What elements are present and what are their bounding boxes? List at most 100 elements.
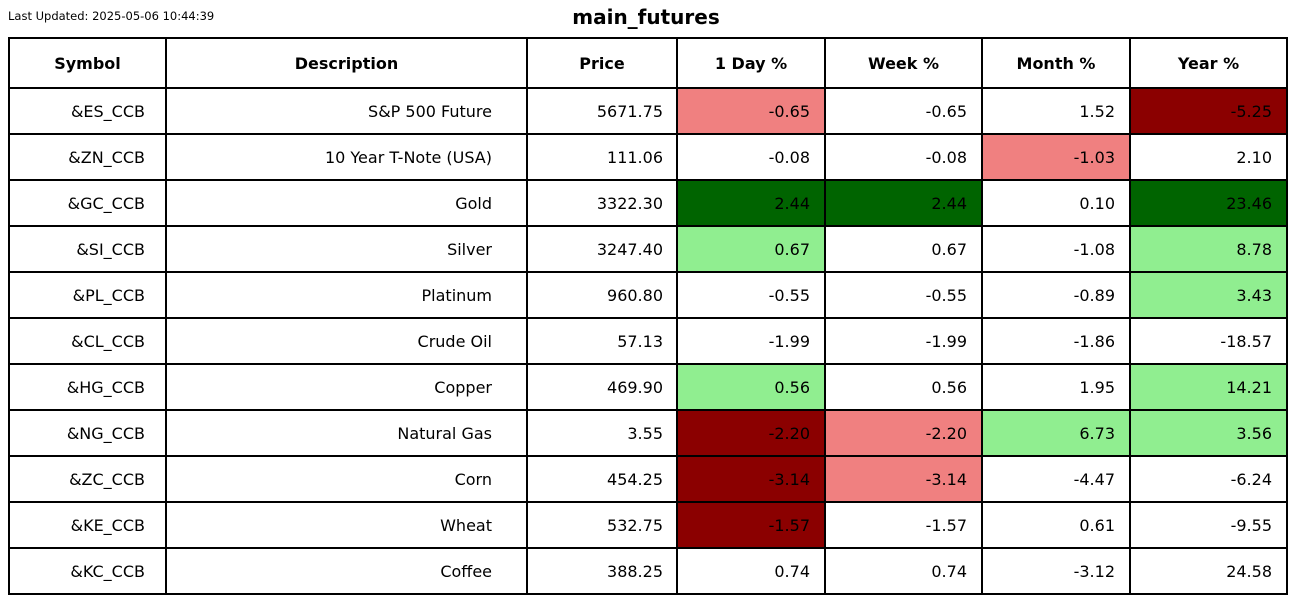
cell-price: 469.90 (527, 364, 677, 410)
cell-description: Coffee (166, 548, 527, 594)
cell-week-pct: -1.57 (825, 502, 982, 548)
table-row: &HG_CCB Copper 469.90 0.56 0.56 1.95 14.21 (9, 364, 1287, 410)
cell-year-pct: -9.55 (1130, 502, 1287, 548)
last-updated-timestamp: Last Updated: 2025-05-06 10:44:39 (8, 9, 215, 23)
table-header: Symbol Description Price 1 Day % Week % … (9, 38, 1287, 88)
cell-symbol: &CL_CCB (9, 318, 166, 364)
cell-description: Wheat (166, 502, 527, 548)
cell-week-pct: 0.74 (825, 548, 982, 594)
cell-symbol: &SI_CCB (9, 226, 166, 272)
column-header-week-pct: Week % (825, 38, 982, 88)
cell-description: 10 Year T-Note (USA) (166, 134, 527, 180)
cell-week-pct: -0.08 (825, 134, 982, 180)
cell-year-pct: 3.43 (1130, 272, 1287, 318)
futures-table-body: &ES_CCB S&P 500 Future 5671.75 -0.65 -0.65 1.… (9, 88, 1287, 594)
cell-day-pct: -0.55 (677, 272, 825, 318)
table-row: &PL_CCB Platinum 960.80 -0.55 -0.55 -0.89 3.43 (9, 272, 1287, 318)
cell-price: 3247.40 (527, 226, 677, 272)
cell-month-pct: 0.10 (982, 180, 1130, 226)
cell-symbol: &ZN_CCB (9, 134, 166, 180)
cell-week-pct: -3.14 (825, 456, 982, 502)
cell-day-pct: -1.57 (677, 502, 825, 548)
cell-year-pct: 24.58 (1130, 548, 1287, 594)
cell-month-pct: -4.47 (982, 456, 1130, 502)
cell-month-pct: -1.86 (982, 318, 1130, 364)
cell-day-pct: -3.14 (677, 456, 825, 502)
cell-week-pct: -0.65 (825, 88, 982, 134)
cell-year-pct: -5.25 (1130, 88, 1287, 134)
cell-day-pct: -0.65 (677, 88, 825, 134)
cell-year-pct: 8.78 (1130, 226, 1287, 272)
column-header-year-pct: Year % (1130, 38, 1287, 88)
cell-symbol: &NG_CCB (9, 410, 166, 456)
cell-symbol: &ZC_CCB (9, 456, 166, 502)
cell-month-pct: -1.08 (982, 226, 1130, 272)
cell-symbol: &GC_CCB (9, 180, 166, 226)
cell-month-pct: 0.61 (982, 502, 1130, 548)
column-header-description: Description (166, 38, 527, 88)
table-row: &ZC_CCB Corn 454.25 -3.14 -3.14 -4.47 -6.24 (9, 456, 1287, 502)
cell-symbol: &HG_CCB (9, 364, 166, 410)
cell-week-pct: 0.67 (825, 226, 982, 272)
table-row: &ZN_CCB 10 Year T-Note (USA) 111.06 -0.08 -0… (9, 134, 1287, 180)
table-row: &NG_CCB Natural Gas 3.55 -2.20 -2.20 6.73 3.56 (9, 410, 1287, 456)
column-header-month-pct: Month % (982, 38, 1130, 88)
cell-year-pct: 14.21 (1130, 364, 1287, 410)
cell-month-pct: -0.89 (982, 272, 1130, 318)
column-header-price: Price (527, 38, 677, 88)
cell-price: 111.06 (527, 134, 677, 180)
cell-price: 532.75 (527, 502, 677, 548)
cell-month-pct: 1.52 (982, 88, 1130, 134)
cell-price: 5671.75 (527, 88, 677, 134)
cell-month-pct: 6.73 (982, 410, 1130, 456)
cell-description: Gold (166, 180, 527, 226)
cell-year-pct: 3.56 (1130, 410, 1287, 456)
table-row: &SI_CCB Silver 3247.40 0.67 0.67 -1.08 8.78 (9, 226, 1287, 272)
cell-price: 454.25 (527, 456, 677, 502)
cell-symbol: &ES_CCB (9, 88, 166, 134)
cell-description: Platinum (166, 272, 527, 318)
cell-symbol: &PL_CCB (9, 272, 166, 318)
table-row: &KC_CCB Coffee 388.25 0.74 0.74 -3.12 24.58 (9, 548, 1287, 594)
cell-week-pct: -1.99 (825, 318, 982, 364)
cell-week-pct: -0.55 (825, 272, 982, 318)
table-row: &CL_CCB Crude Oil 57.13 -1.99 -1.99 -1.86 -18.… (9, 318, 1287, 364)
cell-price: 3.55 (527, 410, 677, 456)
cell-description: Crude Oil (166, 318, 527, 364)
table-row: &ES_CCB S&P 500 Future 5671.75 -0.65 -0.65 1.… (9, 88, 1287, 134)
cell-month-pct: -1.03 (982, 134, 1130, 180)
cell-description: Natural Gas (166, 410, 527, 456)
cell-year-pct: -18.57 (1130, 318, 1287, 364)
cell-symbol: &KE_CCB (9, 502, 166, 548)
header-row: Symbol Description Price 1 Day % Week % … (9, 38, 1287, 88)
cell-price: 960.80 (527, 272, 677, 318)
cell-week-pct: 0.56 (825, 364, 982, 410)
cell-year-pct: 2.10 (1130, 134, 1287, 180)
table-row: &GC_CCB Gold 3322.30 2.44 2.44 0.10 23.46 (9, 180, 1287, 226)
cell-week-pct: -2.20 (825, 410, 982, 456)
cell-day-pct: 0.56 (677, 364, 825, 410)
cell-day-pct: -2.20 (677, 410, 825, 456)
cell-year-pct: 23.46 (1130, 180, 1287, 226)
column-header-symbol: Symbol (9, 38, 166, 88)
cell-week-pct: 2.44 (825, 180, 982, 226)
cell-day-pct: -1.99 (677, 318, 825, 364)
cell-price: 3322.30 (527, 180, 677, 226)
cell-description: Corn (166, 456, 527, 502)
page-title: main_futures (572, 5, 720, 29)
cell-symbol: &KC_CCB (9, 548, 166, 594)
cell-day-pct: 0.74 (677, 548, 825, 594)
cell-year-pct: -6.24 (1130, 456, 1287, 502)
cell-month-pct: 1.95 (982, 364, 1130, 410)
futures-table: Symbol Description Price 1 Day % Week % … (8, 37, 1288, 595)
cell-description: Copper (166, 364, 527, 410)
cell-month-pct: -3.12 (982, 548, 1130, 594)
cell-price: 388.25 (527, 548, 677, 594)
table-row: &KE_CCB Wheat 532.75 -1.57 -1.57 0.61 -9.55 (9, 502, 1287, 548)
cell-day-pct: 2.44 (677, 180, 825, 226)
cell-price: 57.13 (527, 318, 677, 364)
column-header-1-day-pct: 1 Day % (677, 38, 825, 88)
cell-day-pct: -0.08 (677, 134, 825, 180)
cell-description: Silver (166, 226, 527, 272)
